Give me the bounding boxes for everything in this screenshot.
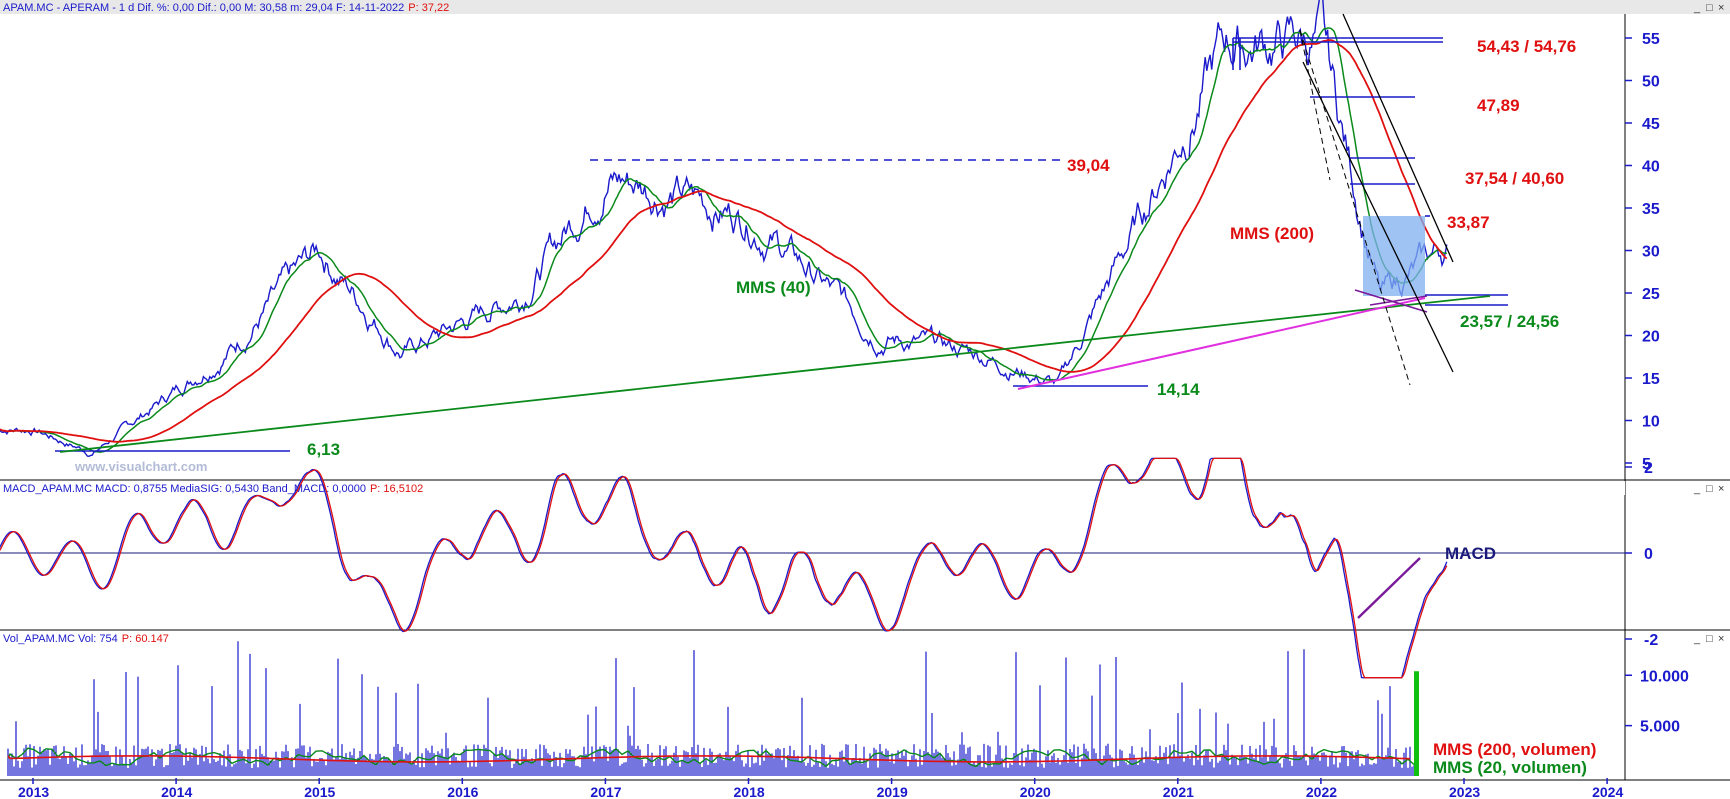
price-header: APAM.MC - APERAM - 1 d Dif. %: 0,00 Dif.… xyxy=(3,2,404,14)
price-tick-label: 40 xyxy=(1642,159,1660,176)
svg-text:APAM.MC - APERAM - 1 d Dif. %: APAM.MC - APERAM - 1 d Dif. %: 0,00 Dif.… xyxy=(3,2,449,14)
price-line xyxy=(0,0,1448,458)
horizontal-levels xyxy=(55,37,1508,452)
x-tick-label: 2017 xyxy=(590,784,621,799)
volume-mms20-legend: MMS (20, volumen) xyxy=(1433,758,1587,777)
magenta-trendline xyxy=(1017,297,1426,390)
macd-header-last: P: 16,5102 xyxy=(370,483,423,495)
level-label-37: 37,54 / 40,60 xyxy=(1465,169,1564,188)
macd-signal-line xyxy=(0,457,1448,679)
close-icon[interactable]: × xyxy=(1718,483,1724,495)
channel-line-1 xyxy=(1342,13,1454,263)
price-tick-label: 5 xyxy=(1642,456,1651,473)
green-long-trendline xyxy=(59,295,1491,453)
x-tick-label: 2016 xyxy=(447,784,478,799)
x-tick-label: 2019 xyxy=(877,784,908,799)
macd-window-buttons[interactable]: _ □ × xyxy=(1693,483,1724,495)
macd-y-axis: 2 0 -2 xyxy=(1625,460,1658,649)
price-series xyxy=(0,0,1448,458)
mms200-label: MMS (200) xyxy=(1230,224,1314,243)
volume-mms200-line xyxy=(7,755,1411,763)
price-window-buttons[interactable]: _ □ × xyxy=(1693,2,1724,14)
price-annotations: 54,43 / 54,76 47,89 37,54 / 40,60 33,87 … xyxy=(307,37,1576,459)
macd-header: MACD_APAM.MC MACD: 0,8755 MediaSIG: 0,54… xyxy=(3,483,366,495)
mms40-label: MMS (40) xyxy=(736,278,811,297)
close-icon[interactable]: × xyxy=(1718,2,1724,14)
channel-dashed-1 xyxy=(1299,29,1411,386)
mms200-line xyxy=(0,39,1448,443)
macd-tick-label: 2 xyxy=(1644,460,1653,477)
maximize-icon[interactable]: □ xyxy=(1706,2,1713,14)
volume-mms200-legend: MMS (200, volumen) xyxy=(1433,740,1596,759)
low-2013-label: 6,13 xyxy=(307,440,340,459)
volume-y-axis: 10.000 5.000 xyxy=(1625,668,1689,736)
macd-trendline xyxy=(1357,557,1421,619)
macd-tick-label: 0 xyxy=(1644,546,1653,563)
mms40-line xyxy=(0,27,1447,453)
minimize-icon[interactable]: _ xyxy=(1693,2,1701,14)
volume-window-buttons[interactable]: _ □ × xyxy=(1693,633,1724,645)
x-tick-label: 2024 xyxy=(1592,784,1623,799)
price-header-last: P: 37,22 xyxy=(408,2,449,14)
price-tick-label: 45 xyxy=(1642,116,1660,133)
x-axis: 2013 2014 2015 2016 2017 2018 2019 2020 2021 2022… xyxy=(18,778,1623,799)
volume-tick-label: 5.000 xyxy=(1640,719,1680,736)
close-icon[interactable]: × xyxy=(1718,633,1724,645)
volume-mms20-line xyxy=(7,747,1415,768)
low-2020-label: 14,14 xyxy=(1157,380,1200,399)
x-tick-label: 2023 xyxy=(1449,784,1480,799)
price-tick-label: 30 xyxy=(1642,244,1660,261)
price-tick-label: 25 xyxy=(1642,286,1660,303)
price-tick-label: 20 xyxy=(1642,329,1660,346)
last-volume-bar xyxy=(1414,671,1419,776)
consolidation-box xyxy=(1363,216,1425,296)
maximize-icon[interactable]: □ xyxy=(1706,483,1713,495)
macd-lines xyxy=(0,457,1625,679)
level-label-47: 47,89 xyxy=(1477,96,1520,115)
macd-label: MACD xyxy=(1445,544,1496,563)
maximize-icon[interactable]: □ xyxy=(1706,633,1713,645)
x-tick-label: 2014 xyxy=(161,784,192,799)
price-tick-label: 55 xyxy=(1642,31,1660,48)
volume-bars xyxy=(7,641,1419,776)
minimize-icon[interactable]: _ xyxy=(1693,633,1701,645)
volume-header: Vol_APAM.MC Vol: 754 xyxy=(3,633,118,645)
x-tick-label: 2018 xyxy=(734,784,765,799)
level-label-54: 54,43 / 54,76 xyxy=(1477,37,1576,56)
price-panel xyxy=(0,14,1625,480)
x-tick-label: 2021 xyxy=(1163,784,1194,799)
svg-text:MACD_APAM.MC MACD: 0,8755 Me: MACD_APAM.MC MACD: 0,8755 MediaSIG: 0,54… xyxy=(3,483,423,495)
price-y-axis: 55 50 45 40 35 30 25 20 15 10 5 xyxy=(1625,31,1660,473)
volume-tick-label: 10.000 xyxy=(1640,668,1689,685)
macd-line xyxy=(0,457,1448,679)
support-label: 23,57 / 24,56 xyxy=(1460,312,1559,331)
volume-header-last: P: 60.147 xyxy=(122,633,169,645)
price-tick-label: 35 xyxy=(1642,201,1660,218)
watermark: www.visualchart.com xyxy=(74,459,207,474)
minimize-icon[interactable]: _ xyxy=(1693,483,1701,495)
price-tick-label: 10 xyxy=(1642,414,1660,431)
macd-tick-label: -2 xyxy=(1644,632,1658,649)
price-tick-label: 15 xyxy=(1642,371,1660,388)
channel-line-2 xyxy=(1302,61,1454,373)
price-tick-label: 50 xyxy=(1642,74,1660,91)
level-label-39: 39,04 xyxy=(1067,156,1110,175)
channel-dashed-2 xyxy=(1299,29,1331,181)
x-tick-label: 2013 xyxy=(18,784,49,799)
x-tick-label: 2020 xyxy=(1020,784,1051,799)
x-tick-label: 2015 xyxy=(304,784,335,799)
level-label-33: 33,87 xyxy=(1447,213,1490,232)
x-tick-label: 2022 xyxy=(1306,784,1337,799)
